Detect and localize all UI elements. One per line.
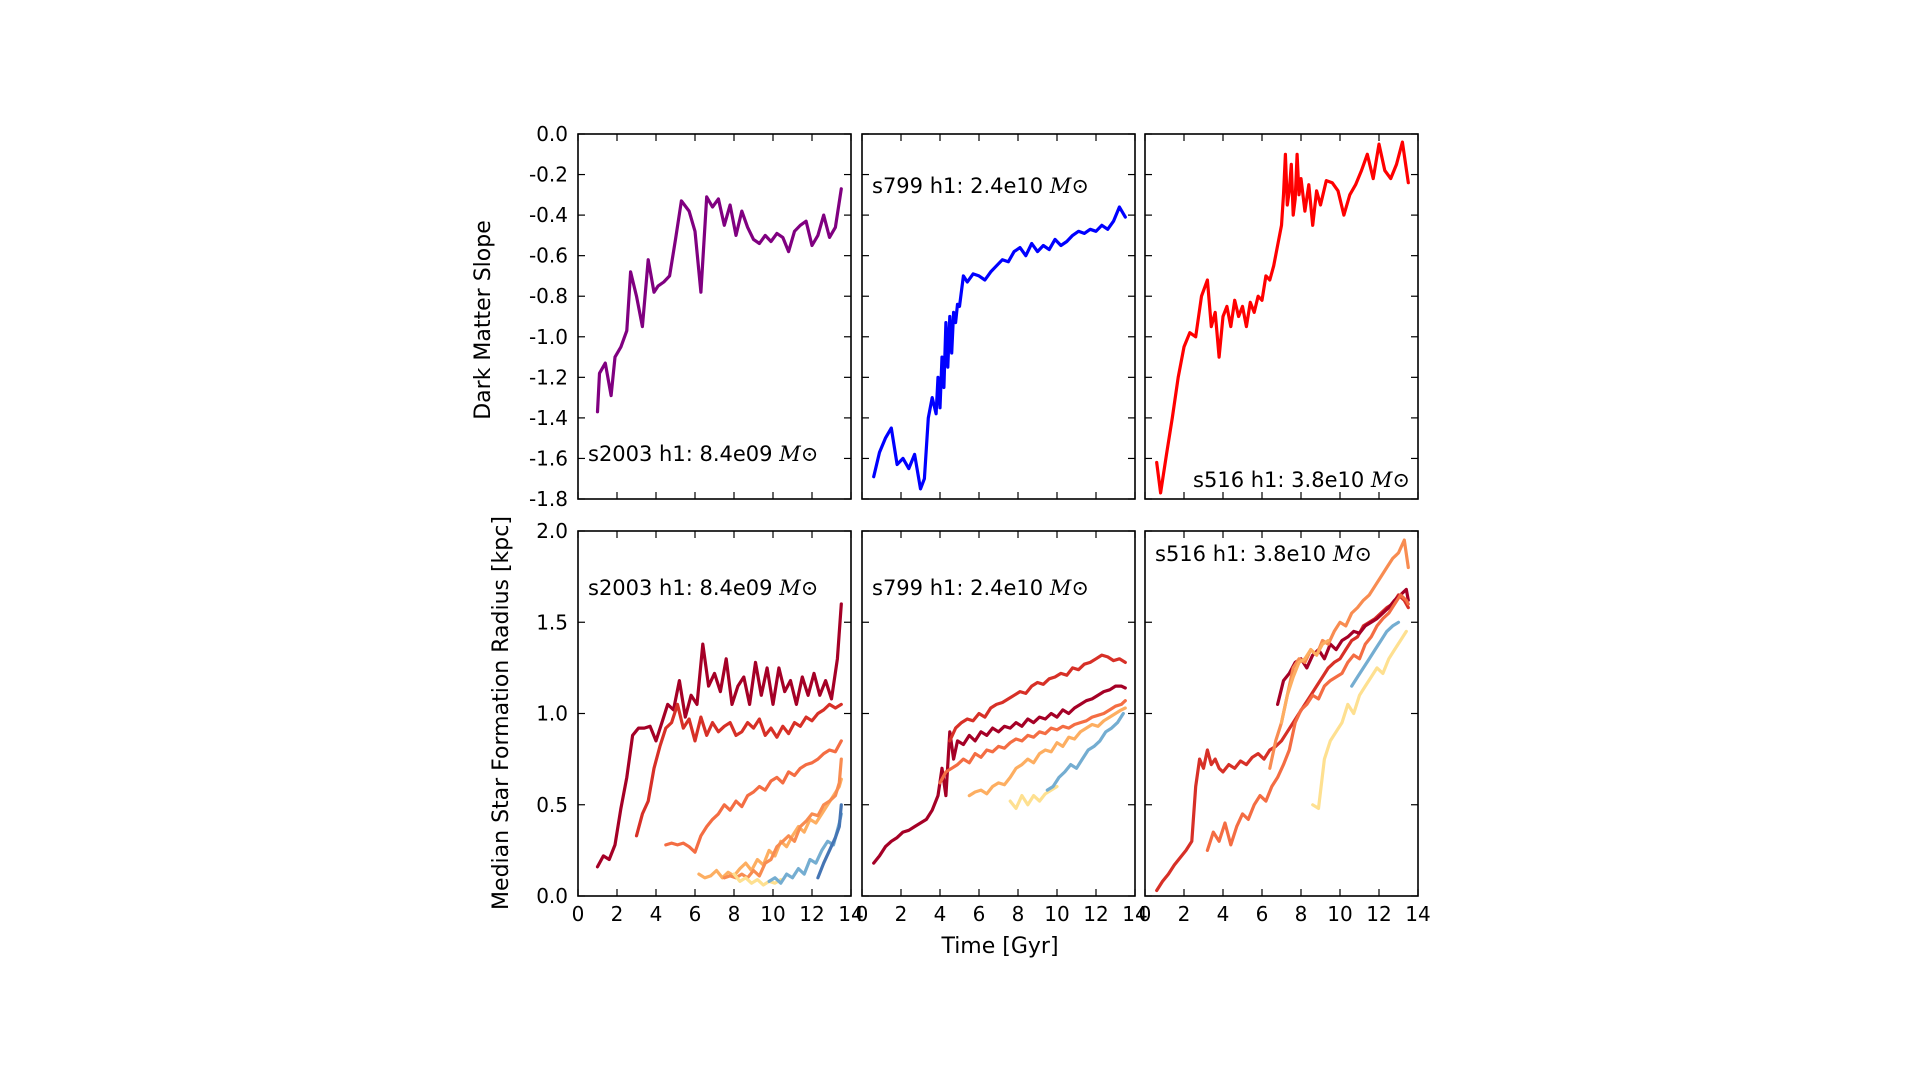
solar-mass-symbol: M⊙: [1049, 576, 1089, 600]
y-tick-label: 0.0: [536, 884, 568, 908]
panel-label-text: s516 h1: 3.8e10: [1155, 542, 1333, 566]
series-line-0: [595, 187, 843, 414]
series-line-4: [1008, 784, 1059, 811]
panel-label: s516 h1: 3.8e10 M⊙: [1155, 542, 1372, 566]
solar-mass-symbol: M⊙: [1049, 174, 1089, 198]
x-tick-label: 10: [1327, 902, 1352, 926]
x-tick-label: 0: [1139, 902, 1152, 926]
panel-label: s2003 h1: 8.4e09 M⊙: [588, 576, 818, 600]
series-line-3: [1268, 538, 1410, 770]
panel-top-1: s799 h1: 2.4e10 M⊙: [861, 133, 1136, 500]
panel-bottom-1: 0 2 4 6 8 10 12 14 s799 h1: 2.4e10 M⊙: [856, 530, 1148, 926]
x-tick-label: 14: [1122, 902, 1147, 926]
x-axis-title: Time [Gyr]: [940, 934, 1058, 959]
x-tick-label: 14: [838, 902, 863, 926]
x-tick-label: 2: [1178, 902, 1191, 926]
x-tick-label: 0: [572, 902, 585, 926]
y-tick-label: -0.2: [529, 163, 568, 187]
series-line-5: [1279, 638, 1330, 725]
x-tick-label: 12: [799, 902, 824, 926]
y-tick-label: -1.8: [529, 487, 568, 511]
y-tick-label: -0.4: [529, 203, 568, 227]
series-line-4: [1350, 620, 1401, 688]
panel-label: s799 h1: 2.4e10 M⊙: [872, 174, 1089, 198]
x-tick-label: 10: [760, 902, 785, 926]
bottom-y-axis-title: Median Star Formation Radius [kpc]: [489, 516, 514, 910]
x-tick-label: 8: [728, 902, 741, 926]
x-tick-label: 6: [973, 902, 986, 926]
x-tick-label: 2: [611, 902, 624, 926]
y-tick-label: 1.5: [536, 610, 568, 634]
series-line-2: [664, 739, 843, 854]
solar-mass-symbol: M⊙: [778, 442, 818, 466]
x-tick-label: 12: [1366, 902, 1391, 926]
series-line-1: [634, 702, 843, 838]
y-tick-label: 1.0: [536, 702, 568, 726]
x-tick-label: 4: [650, 902, 663, 926]
plot-frame: [1144, 133, 1419, 500]
panels: 0.0 -0.2 -0.4 -0.6 -0.8 -1.0 -1.2 -1.4 -1.6 -1.8 s…: [529, 122, 1431, 926]
panel-bottom-0: 0 2 4 6 8 10 12 14 0.0 0.5 1.0 1.5 2.0 s2003 h1: 8.4e…: [536, 519, 864, 926]
series-line-1: [948, 653, 1127, 743]
top-y-axis-title: Dark Matter Slope: [471, 220, 496, 420]
y-tick-label: -1.2: [529, 365, 568, 389]
series-line-0: [872, 205, 1127, 491]
x-tick-label: 14: [1405, 902, 1430, 926]
panel-label-text: s799 h1: 2.4e10: [872, 174, 1050, 198]
panel-label-text: s516 h1: 3.8e10: [1193, 468, 1371, 492]
x-tick-label: 8: [1295, 902, 1308, 926]
x-tick-label: 4: [1217, 902, 1230, 926]
y-tick-label: -0.8: [529, 284, 568, 308]
series-line-5: [1045, 711, 1125, 792]
series-line-2: [1205, 593, 1410, 853]
solar-mass-symbol: M⊙: [1370, 468, 1410, 492]
x-tick-label: 4: [934, 902, 947, 926]
y-tick-label: -1.6: [529, 446, 568, 470]
x-tick-label: 6: [689, 902, 702, 926]
series-line-2: [938, 699, 1127, 785]
x-tick-label: 2: [895, 902, 908, 926]
series-line-5: [732, 872, 783, 887]
x-tick-label: 8: [1012, 902, 1025, 926]
y-tick-label: -1.4: [529, 406, 568, 430]
solar-mass-symbol: M⊙: [1332, 542, 1372, 566]
series-line-0: [872, 684, 1127, 865]
x-tick-label: 6: [1256, 902, 1269, 926]
series-line-0: [595, 602, 843, 869]
x-tick-label: 10: [1044, 902, 1069, 926]
y-tick-label: 0.0: [536, 122, 568, 146]
panel-label: s2003 h1: 8.4e09 M⊙: [588, 442, 818, 466]
panel-bottom-2: 0 2 4 6 8 10 12 14 s516 h1: 3.8e10 M⊙: [1139, 530, 1431, 926]
y-tick-label: 2.0: [536, 519, 568, 543]
series-line-7: [816, 803, 843, 880]
x-tick-label: 12: [1083, 902, 1108, 926]
panel-label: s516 h1: 3.8e10 M⊙: [1193, 468, 1410, 492]
solar-mass-symbol: M⊙: [778, 576, 818, 600]
series-line-0: [1155, 140, 1410, 495]
plot-frame: [861, 133, 1136, 500]
panel-label-text: s2003 h1: 8.4e09: [588, 442, 779, 466]
y-tick-label: 0.5: [536, 793, 568, 817]
y-tick-label: -1.0: [529, 325, 568, 349]
panel-label-text: s2003 h1: 8.4e09: [588, 576, 779, 600]
panel-label-text: s799 h1: 2.4e10: [872, 576, 1050, 600]
plot-frame: [577, 133, 852, 500]
panel-top-2: s516 h1: 3.8e10 M⊙: [1144, 133, 1419, 500]
panel-label: s799 h1: 2.4e10 M⊙: [872, 576, 1089, 600]
y-tick-label: -0.6: [529, 244, 568, 268]
series-line-4: [722, 757, 843, 880]
x-tick-label: 0: [856, 902, 869, 926]
panel-top-0: 0.0 -0.2 -0.4 -0.6 -0.8 -1.0 -1.2 -1.4 -1.6 -1.8 s…: [529, 122, 852, 511]
series-line-3: [967, 706, 1127, 798]
series-line-6: [1311, 629, 1408, 811]
